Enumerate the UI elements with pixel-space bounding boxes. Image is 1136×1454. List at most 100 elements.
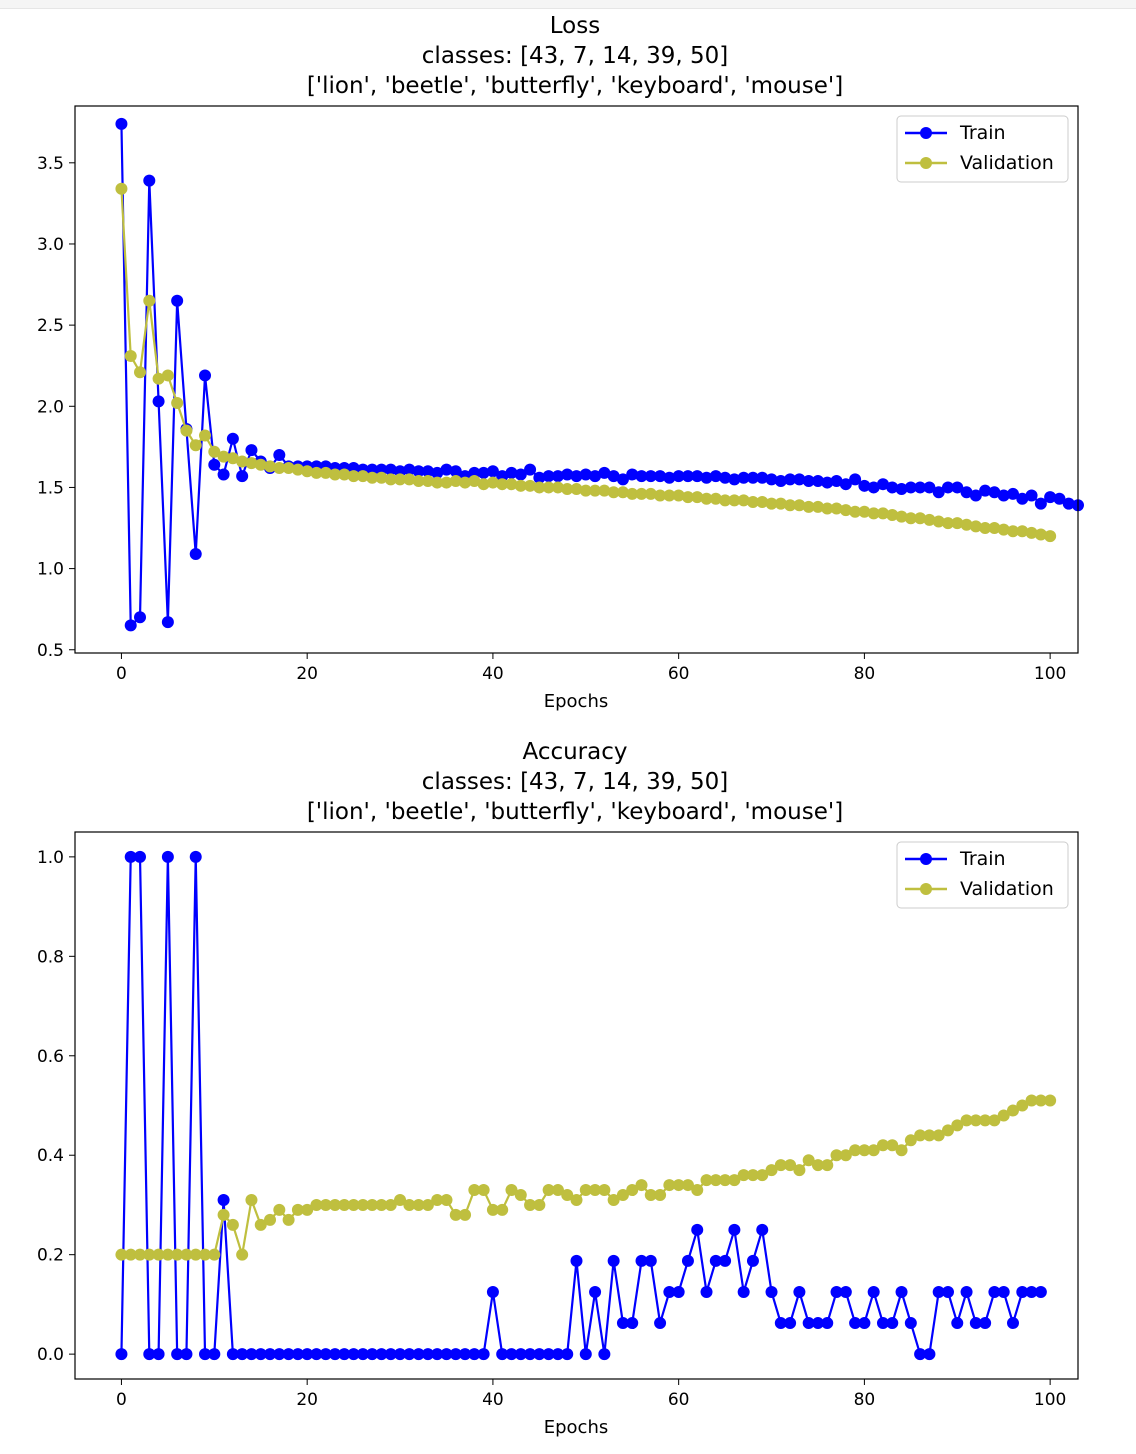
loss-validation-series-point [969, 520, 982, 533]
accuracy-validation-series-point [459, 1208, 472, 1221]
accuracy-validation-series-point [895, 1144, 908, 1157]
loss-validation-series-point [412, 474, 425, 487]
accuracy-validation-series-point [876, 1139, 889, 1152]
accuracy-train-series-point [830, 1285, 843, 1298]
accuracy-validation-series-point [728, 1174, 741, 1187]
loss-validation-series-point [477, 478, 490, 491]
accuracy-validation-series-point [969, 1114, 982, 1127]
accuracy-train-series-point [152, 1348, 165, 1361]
loss-validation-series-point [663, 489, 676, 502]
loss-validation-series-point [886, 509, 899, 522]
accuracy-subtitle-names: ['lion', 'beetle', 'butterfly', 'keyboar… [307, 799, 843, 825]
accuracy-validation-series-point [319, 1198, 332, 1211]
loss-train-series-point [895, 483, 908, 496]
loss-validation-series-point [960, 518, 973, 531]
accuracy-validation-series-point [644, 1189, 657, 1202]
accuracy-train-series-point [895, 1285, 908, 1298]
loss-train-series-point [152, 395, 165, 408]
loss-x-tick-label: 0 [116, 664, 127, 684]
accuracy-validation-series-point [273, 1203, 286, 1216]
accuracy-train-series-point [979, 1317, 992, 1330]
loss-y-tick-label: 3.0 [37, 235, 64, 255]
loss-train-series-point [839, 478, 852, 491]
loss-validation-series-point [264, 460, 277, 473]
accuracy-train-series-point [1016, 1285, 1029, 1298]
loss-train-series-point [663, 471, 676, 484]
accuracy-train-series-point [644, 1254, 657, 1267]
loss-train-series-point [793, 473, 806, 486]
accuracy-train-series-point [208, 1348, 221, 1361]
accuracy-train-series-point [542, 1348, 555, 1361]
loss-validation-series-point [607, 486, 620, 499]
loss-validation-series-point [384, 473, 397, 486]
accuracy-validation-series-point [356, 1198, 369, 1211]
accuracy-train-series-point [329, 1348, 342, 1361]
accuracy-validation-series-point [505, 1184, 518, 1197]
accuracy-validation-series-point [821, 1159, 834, 1172]
accuracy-validation-series-point [561, 1189, 574, 1202]
accuracy-train-series-point [756, 1223, 769, 1236]
accuracy-train-series-point [561, 1348, 574, 1361]
accuracy-plot-frame [74, 831, 1079, 1380]
accuracy-validation-series-point [793, 1164, 806, 1177]
accuracy-train-series-point [616, 1317, 629, 1330]
loss-x-tick-label: 100 [1034, 664, 1066, 684]
loss-validation-series-point [134, 366, 147, 379]
accuracy-train-series-point [134, 850, 147, 863]
loss-train-series-point [134, 611, 147, 624]
loss-validation-series-point [273, 461, 286, 474]
loss-train-series-point [914, 481, 927, 494]
accuracy-train-series-point [988, 1285, 1001, 1298]
accuracy-chart: Accuracy classes: [43, 7, 14, 39, 50] ['… [37, 739, 1079, 1438]
accuracy-train-series-point [904, 1317, 917, 1330]
accuracy-x-tick-label: 60 [668, 1390, 690, 1410]
loss-y-tick-label: 2.0 [37, 397, 64, 417]
loss-train-series-point [672, 470, 685, 483]
accuracy-validation-series-point [607, 1193, 620, 1206]
loss-validation-series-point [329, 468, 342, 481]
accuracy-validation-series-point [347, 1198, 360, 1211]
loss-validation-series-point [347, 470, 360, 483]
accuracy-validation-series-point [199, 1248, 212, 1261]
loss-train-series-point [598, 466, 611, 479]
loss-legend: Train Validation [896, 115, 1069, 183]
loss-train-series-point [858, 479, 871, 492]
loss-validation-series-point [356, 470, 369, 483]
loss-train-series-point [681, 470, 694, 483]
accuracy-validation-series-point [161, 1248, 174, 1261]
loss-validation-series-point [830, 502, 843, 515]
loss-legend-train-marker [920, 127, 932, 139]
accuracy-x-tick-label: 80 [854, 1390, 876, 1410]
accuracy-train-series-point [858, 1317, 871, 1330]
accuracy-train-series-point [960, 1285, 973, 1298]
accuracy-validation-series-point [291, 1203, 304, 1216]
accuracy-validation-series-point [784, 1159, 797, 1172]
accuracy-validation-series-point [245, 1193, 258, 1206]
accuracy-validation-series-point [988, 1114, 1001, 1127]
loss-train-series-point [784, 473, 797, 486]
loss-train-series-point [830, 474, 843, 487]
loss-train-series-point [477, 466, 490, 479]
loss-train-series-point [821, 476, 834, 489]
accuracy-train-series-point [264, 1348, 277, 1361]
accuracy-train-series-point [1006, 1317, 1019, 1330]
accuracy-y-tick-label: 1.0 [37, 848, 64, 868]
accuracy-train-series-point [180, 1348, 193, 1361]
accuracy-validation-series-point [449, 1208, 462, 1221]
accuracy-validation-series-point [301, 1203, 314, 1216]
loss-validation-series-point [579, 484, 592, 497]
accuracy-validation-series-point [960, 1114, 973, 1127]
loss-validation-series-point [254, 458, 267, 471]
loss-train-series-point [765, 473, 778, 486]
loss-validation-series-point [672, 489, 685, 502]
loss-train-series-point [208, 458, 221, 471]
loss-train-series-point [421, 465, 434, 478]
accuracy-validation-series-point [941, 1124, 954, 1137]
loss-validation-series-point [496, 478, 509, 491]
loss-train-series-point [719, 471, 732, 484]
loss-train-series-point [923, 481, 936, 494]
loss-train-series [115, 117, 1084, 632]
loss-validation-series-point [914, 512, 927, 525]
loss-validation-series-point [691, 491, 704, 504]
